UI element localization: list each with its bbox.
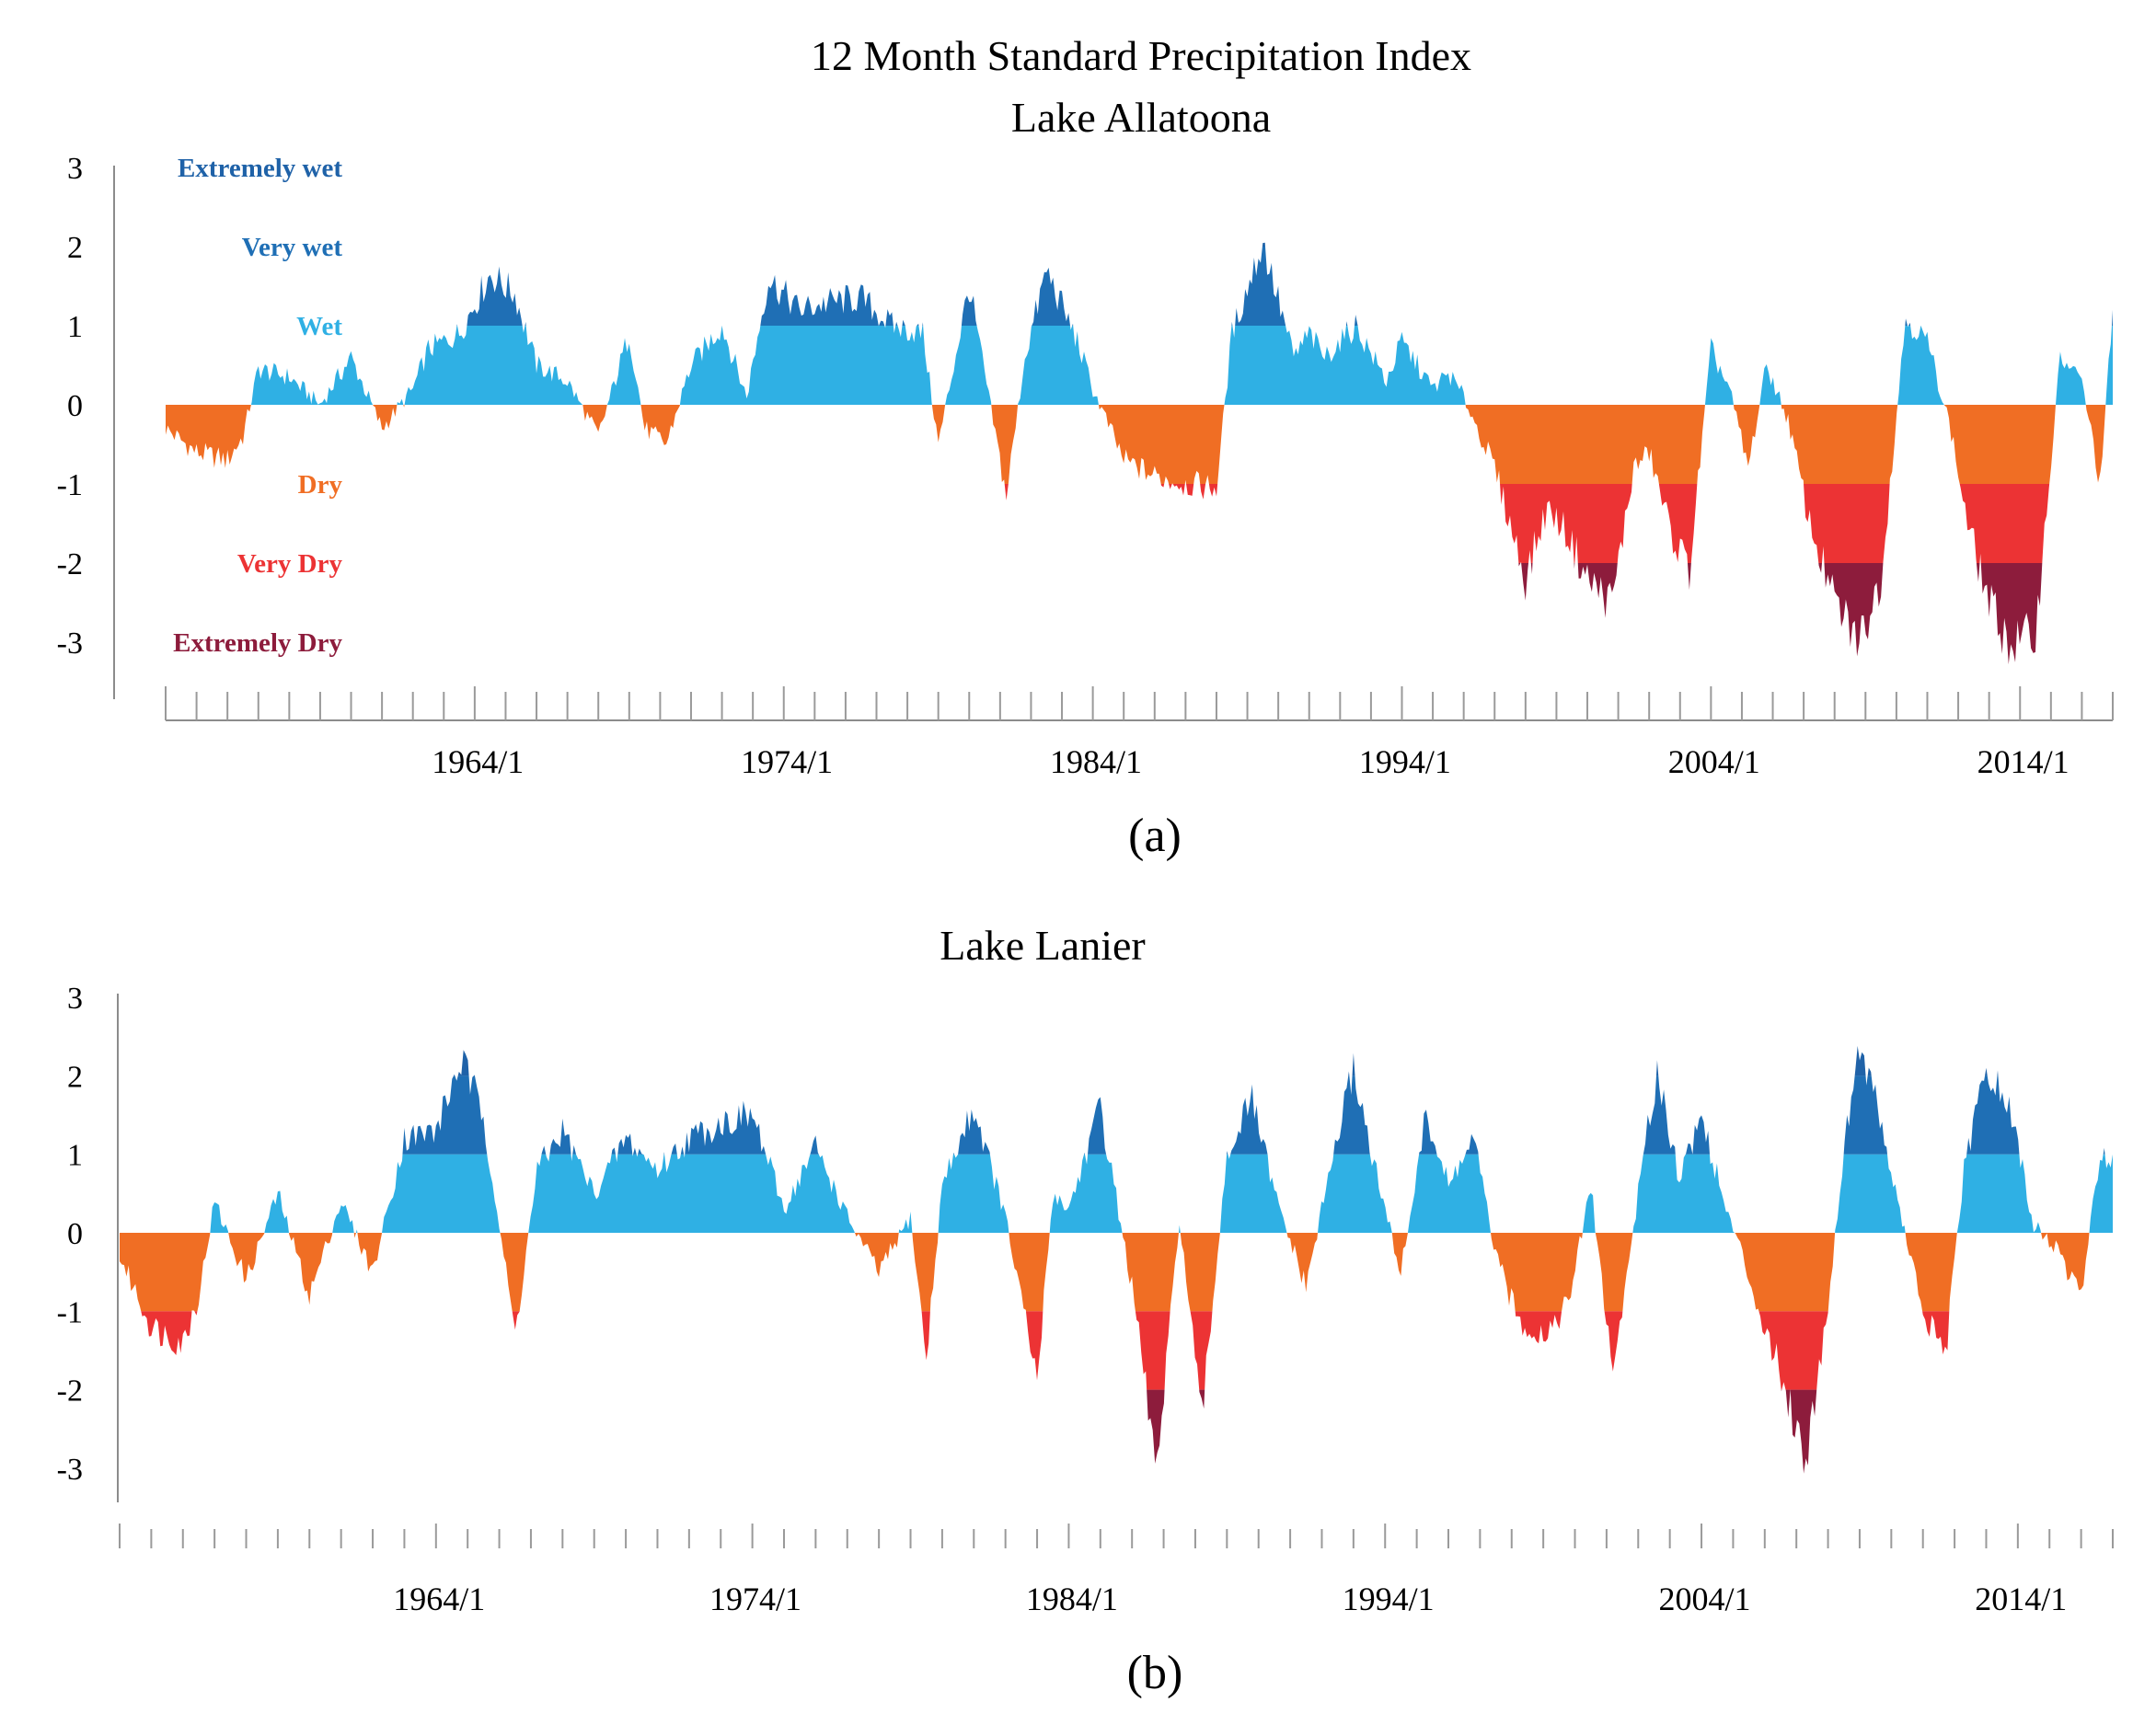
spi-band-very-wet: [166, 247, 2113, 326]
y-tick-label: 2: [67, 231, 83, 265]
category-label: Very wet: [242, 233, 343, 262]
y-tick-label: -2: [57, 547, 83, 581]
y-tick-label: 0: [67, 1217, 83, 1251]
x-tick-label: 2014/1: [1975, 1581, 2067, 1617]
spi-band-extremely-wet: [166, 242, 2113, 247]
x-tick-label: 2004/1: [1658, 1581, 1750, 1617]
category-label: Wet: [296, 312, 342, 341]
spi-band-wet: [120, 1154, 2113, 1233]
y-tick-label: 2: [67, 1060, 83, 1094]
x-tick-label: 2014/1: [1977, 743, 2070, 780]
spi-band-extremely-dry: [166, 563, 2113, 665]
x-tick-label: 1974/1: [741, 743, 833, 780]
category-label: Very Dry: [237, 549, 343, 579]
x-tick-label: 1994/1: [1343, 1581, 1435, 1617]
panel-title: Lake Lanier: [940, 922, 1145, 969]
y-tick-label: 0: [67, 389, 83, 423]
spi-band-very-dry: [166, 484, 2113, 563]
x-tick-label: 1964/1: [393, 1581, 485, 1617]
category-label: Dry: [298, 470, 343, 500]
x-tick-label: 1984/1: [1026, 1581, 1118, 1617]
category-label: Extremely Dry: [173, 628, 342, 658]
y-tick-label: -1: [57, 468, 83, 502]
x-tick-label: 1974/1: [709, 1581, 801, 1617]
spi-area: [120, 1045, 2113, 1474]
spi-band-dry: [166, 405, 2113, 484]
panel-lake-lanier: 3 2 1 0 -1 -2 -3 1964/1 1974/1 1984/1 1994/1 2004/1…: [57, 922, 2114, 1699]
spi-band-very-wet: [120, 1075, 2113, 1155]
panel-lake-allatoona: 3 2 1 0 -1 -2 -3 1964/1 1974/1 1984/1 1994/1 2004/1…: [57, 94, 2114, 862]
y-tick-label: 1: [67, 310, 83, 344]
figure-title: 12 Month Standard Precipitation Index: [811, 32, 1471, 79]
x-tick-label: 1964/1: [432, 743, 524, 780]
spi-band-wet: [166, 326, 2113, 405]
spi-band-dry: [120, 1233, 2113, 1312]
panel-title: Lake Allatoona: [1011, 94, 1271, 141]
category-label: Extremely wet: [178, 154, 342, 183]
spi-band-extremely-dry: [120, 1389, 2113, 1474]
y-tick-label: 3: [67, 152, 83, 186]
x-tick-label: 2004/1: [1668, 743, 1760, 780]
spi-band-extremely-wet: [120, 1045, 2113, 1076]
spi-band-very-dry: [120, 1311, 2113, 1390]
panel-label: (a): [1128, 810, 1182, 862]
spi-area: [166, 242, 2113, 665]
y-tick-label: -1: [57, 1295, 83, 1329]
panel-label: (b): [1127, 1647, 1183, 1699]
y-tick-label: 1: [67, 1139, 83, 1173]
x-tick-label: 1984/1: [1050, 743, 1142, 780]
y-tick-label: 3: [67, 982, 83, 1016]
y-tick-label: -3: [57, 627, 83, 661]
y-tick-label: -2: [57, 1374, 83, 1409]
x-tick-label: 1994/1: [1359, 743, 1451, 780]
y-tick-label: -3: [57, 1453, 83, 1487]
